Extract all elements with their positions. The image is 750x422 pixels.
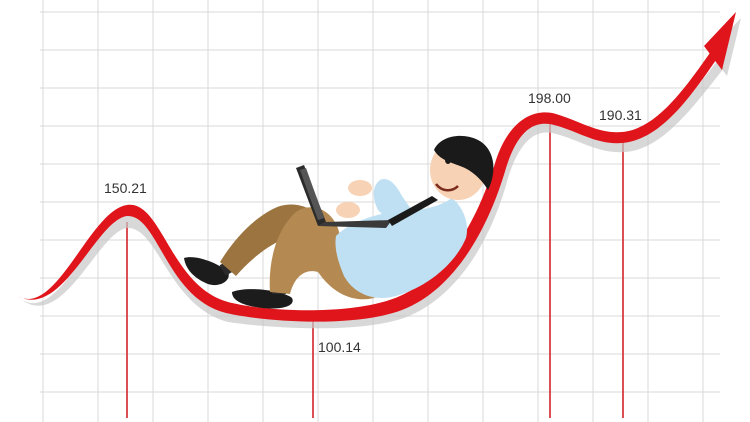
trend-curve-shadow (22, 60, 724, 329)
background-grid (40, 0, 720, 422)
point-label-100: 100.14 (318, 339, 361, 355)
hair (434, 135, 494, 190)
laptop (296, 165, 392, 228)
point-label-198: 198.00 (528, 90, 571, 106)
trend-curve (18, 50, 718, 322)
businessman-figure (184, 135, 494, 309)
up-right-arrow-icon (704, 12, 741, 76)
drop-lines (126, 117, 624, 418)
point-label-150: 150.21 (104, 180, 147, 196)
tie (388, 196, 438, 226)
shoe-left (184, 257, 229, 286)
point-label-190: 190.31 (599, 107, 642, 123)
